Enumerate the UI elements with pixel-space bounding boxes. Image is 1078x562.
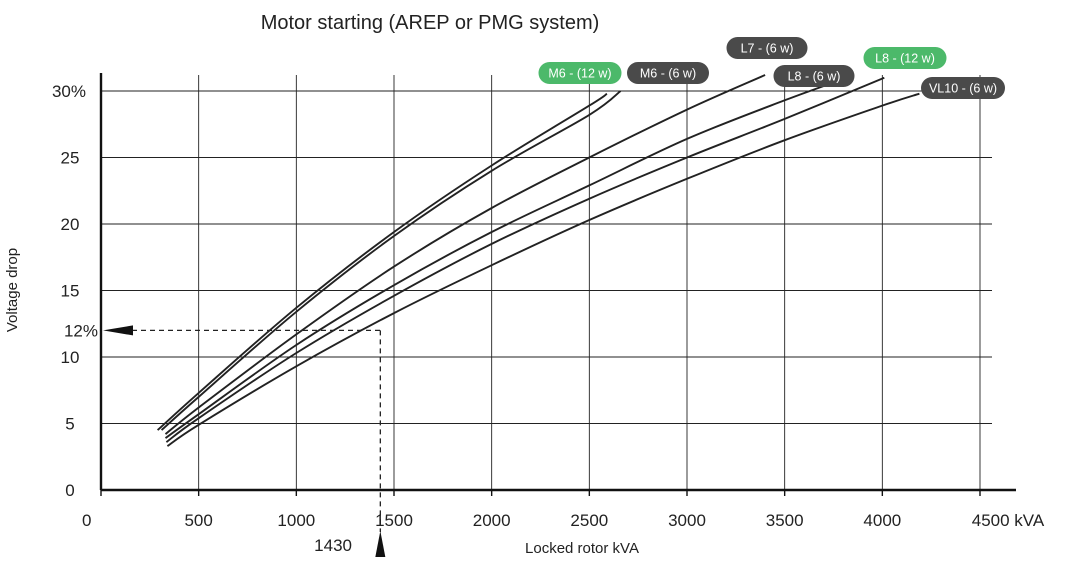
- series-lines: [156, 74, 920, 447]
- series-label-text: L8 - (6 w): [788, 70, 841, 84]
- x-tick-labels: 0 500 1000 1500 2000 2500 3000 3500 4000 4500 kVA: [82, 511, 1045, 530]
- x-axis-label: Locked rotor kVA: [525, 540, 639, 557]
- series-label-text: L8 - (12 w): [875, 52, 935, 66]
- x-tick-label: 4000: [863, 511, 901, 530]
- series-label-pill: M6 - (6 w): [627, 62, 709, 84]
- series-line: [160, 90, 622, 431]
- series-line: [164, 76, 848, 439]
- y-tick-label: 15: [61, 282, 80, 301]
- drop-value-label: 12%: [64, 321, 98, 340]
- grid: [101, 75, 992, 490]
- series-label-pill: L8 - (6 w): [773, 65, 855, 87]
- annotations: 12% 1430: [64, 321, 386, 557]
- locked-rotor-value-label: 1430: [314, 536, 352, 555]
- series-label-pill: M6 - (12 w): [538, 62, 622, 84]
- x-tick-label: 2000: [473, 511, 511, 530]
- y-tick-label: 0: [65, 481, 74, 500]
- series-line: [156, 92, 608, 431]
- x-tick-label: 4500 kVA: [972, 511, 1045, 530]
- series-labels: M6 - (12 w) M6 - (6 w) L7 - (6 w) L8 - (6 w…: [538, 37, 1005, 99]
- y-axis-label: Voltage drop: [4, 248, 21, 332]
- series-label-bg: [773, 65, 855, 87]
- x-tick-label: 1500: [375, 511, 413, 530]
- series-label-text: VL10 - (6 w): [929, 82, 997, 96]
- y-tick-label: 5: [65, 415, 74, 434]
- y-tick-label: 30%: [52, 82, 86, 101]
- x-tick-label: 1000: [277, 511, 315, 530]
- y-tick-label: 25: [61, 149, 80, 168]
- x-tick-label: 3000: [668, 511, 706, 530]
- series-label-text: L7 - (6 w): [741, 42, 794, 56]
- y-tick-labels: 0 5 10 15 20 25 30%: [52, 82, 86, 500]
- series-label-bg: [538, 62, 622, 84]
- series-label-pill: VL10 - (6 w): [921, 77, 1005, 99]
- arrow-up-icon: [375, 531, 386, 557]
- y-tick-label: 10: [61, 348, 80, 367]
- arrow-left-icon: [103, 325, 133, 336]
- axes: [99, 73, 1016, 496]
- series-label-bg: [627, 62, 709, 84]
- y-tick-label: 20: [61, 215, 80, 234]
- series-label-text: M6 - (6 w): [640, 67, 696, 81]
- x-tick-label: 500: [184, 511, 212, 530]
- x-tick-label: 2500: [570, 511, 608, 530]
- series-label-pill: L8 - (12 w): [863, 47, 947, 69]
- series-label-bg: [921, 77, 1005, 99]
- series-line: [166, 92, 920, 447]
- series-line: [164, 74, 766, 435]
- series-line: [165, 76, 885, 443]
- x-tick-label: 0: [82, 511, 91, 530]
- chart-title: Motor starting (AREP or PMG system): [261, 12, 600, 34]
- series-label-bg: [863, 47, 947, 69]
- series-label-pill: L7 - (6 w): [726, 37, 808, 59]
- x-tick-label: 3500: [766, 511, 804, 530]
- series-label-bg: [726, 37, 808, 59]
- series-label-text: M6 - (12 w): [548, 67, 611, 81]
